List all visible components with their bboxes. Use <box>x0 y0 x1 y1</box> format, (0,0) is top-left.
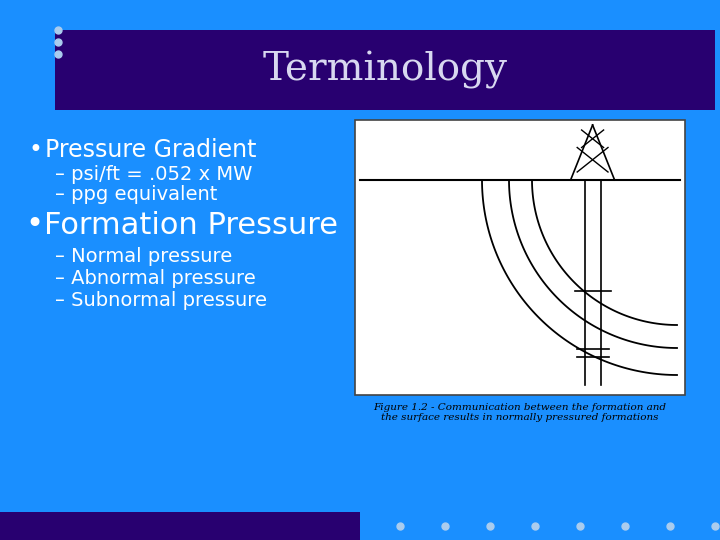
Text: •: • <box>25 211 43 240</box>
Bar <box>0 512 360 540</box>
Text: – Abnormal pressure: – Abnormal pressure <box>55 269 256 288</box>
Text: Figure 1.2 - Communication between the formation and
the surface results in norm: Figure 1.2 - Communication between the f… <box>374 403 667 422</box>
Text: – Normal pressure: – Normal pressure <box>55 247 233 267</box>
Text: Formation Pressure: Formation Pressure <box>44 211 338 240</box>
Bar <box>55 30 715 110</box>
Text: – Subnormal pressure: – Subnormal pressure <box>55 292 267 310</box>
Bar <box>355 120 685 395</box>
Bar <box>355 120 685 395</box>
Text: – psi/ft = .052 x MW: – psi/ft = .052 x MW <box>55 165 253 185</box>
Text: Terminology: Terminology <box>263 51 508 89</box>
Text: – ppg equivalent: – ppg equivalent <box>55 186 217 205</box>
Text: Pressure Gradient: Pressure Gradient <box>45 138 256 162</box>
Text: •: • <box>28 138 42 162</box>
